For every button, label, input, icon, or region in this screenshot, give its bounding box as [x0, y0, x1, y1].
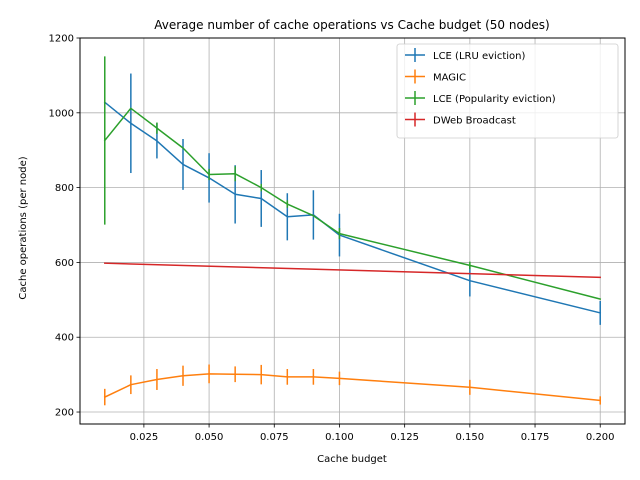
legend-label: DWeb Broadcast: [433, 116, 516, 127]
series-line: [104, 262, 601, 279]
legend-item: MAGIC: [405, 69, 466, 84]
y-tick-label: 1200: [49, 34, 74, 45]
series-1: [103, 364, 602, 406]
y-tick-label: 1000: [49, 108, 74, 119]
legend-label: LCE (LRU eviction): [433, 51, 525, 62]
x-tick-label: 0.125: [390, 432, 419, 443]
x-tick-label: 0.175: [521, 432, 550, 443]
x-axis-label: Cache budget: [317, 454, 387, 465]
legend: LCE (LRU eviction) MAGIC LCE (Popularity e…: [396, 43, 619, 139]
y-axis-label: Cache operations (per node): [18, 156, 29, 299]
legend-item: LCE (LRU eviction): [405, 48, 525, 62]
series-line: [103, 101, 602, 314]
x-tick-label: 0.100: [325, 432, 354, 443]
chart-title: Average number of cache operations vs Ca…: [154, 18, 549, 32]
legend-item: DWeb Broadcast: [405, 112, 516, 127]
plot-frame: [79, 37, 626, 425]
x-tick-label: 0.075: [260, 432, 289, 443]
y-tick-label: 400: [55, 333, 74, 344]
series-2: [103, 56, 602, 301]
x-tick-label: 0.200: [586, 432, 615, 443]
x-tick-label: 0.050: [195, 432, 224, 443]
series-line: [103, 373, 602, 402]
series-3: [104, 262, 601, 279]
legend-label: MAGIC: [433, 73, 466, 84]
x-tick-label: 0.150: [456, 432, 485, 443]
legend-label: LCE (Popularity eviction): [433, 94, 556, 105]
legend-item: LCE (Popularity eviction): [405, 91, 556, 105]
series-line: [103, 107, 602, 301]
y-tick-label: 600: [55, 258, 74, 269]
x-tick-label: 0.025: [130, 432, 159, 443]
y-tick-label: 200: [55, 408, 74, 419]
axes: 0.025 0.050 0.075 0.100 0.125 0.150 0.175 0.200…: [49, 34, 615, 444]
y-tick-label: 800: [55, 183, 74, 194]
plot-area: [103, 56, 602, 406]
legend-box: [396, 43, 619, 139]
